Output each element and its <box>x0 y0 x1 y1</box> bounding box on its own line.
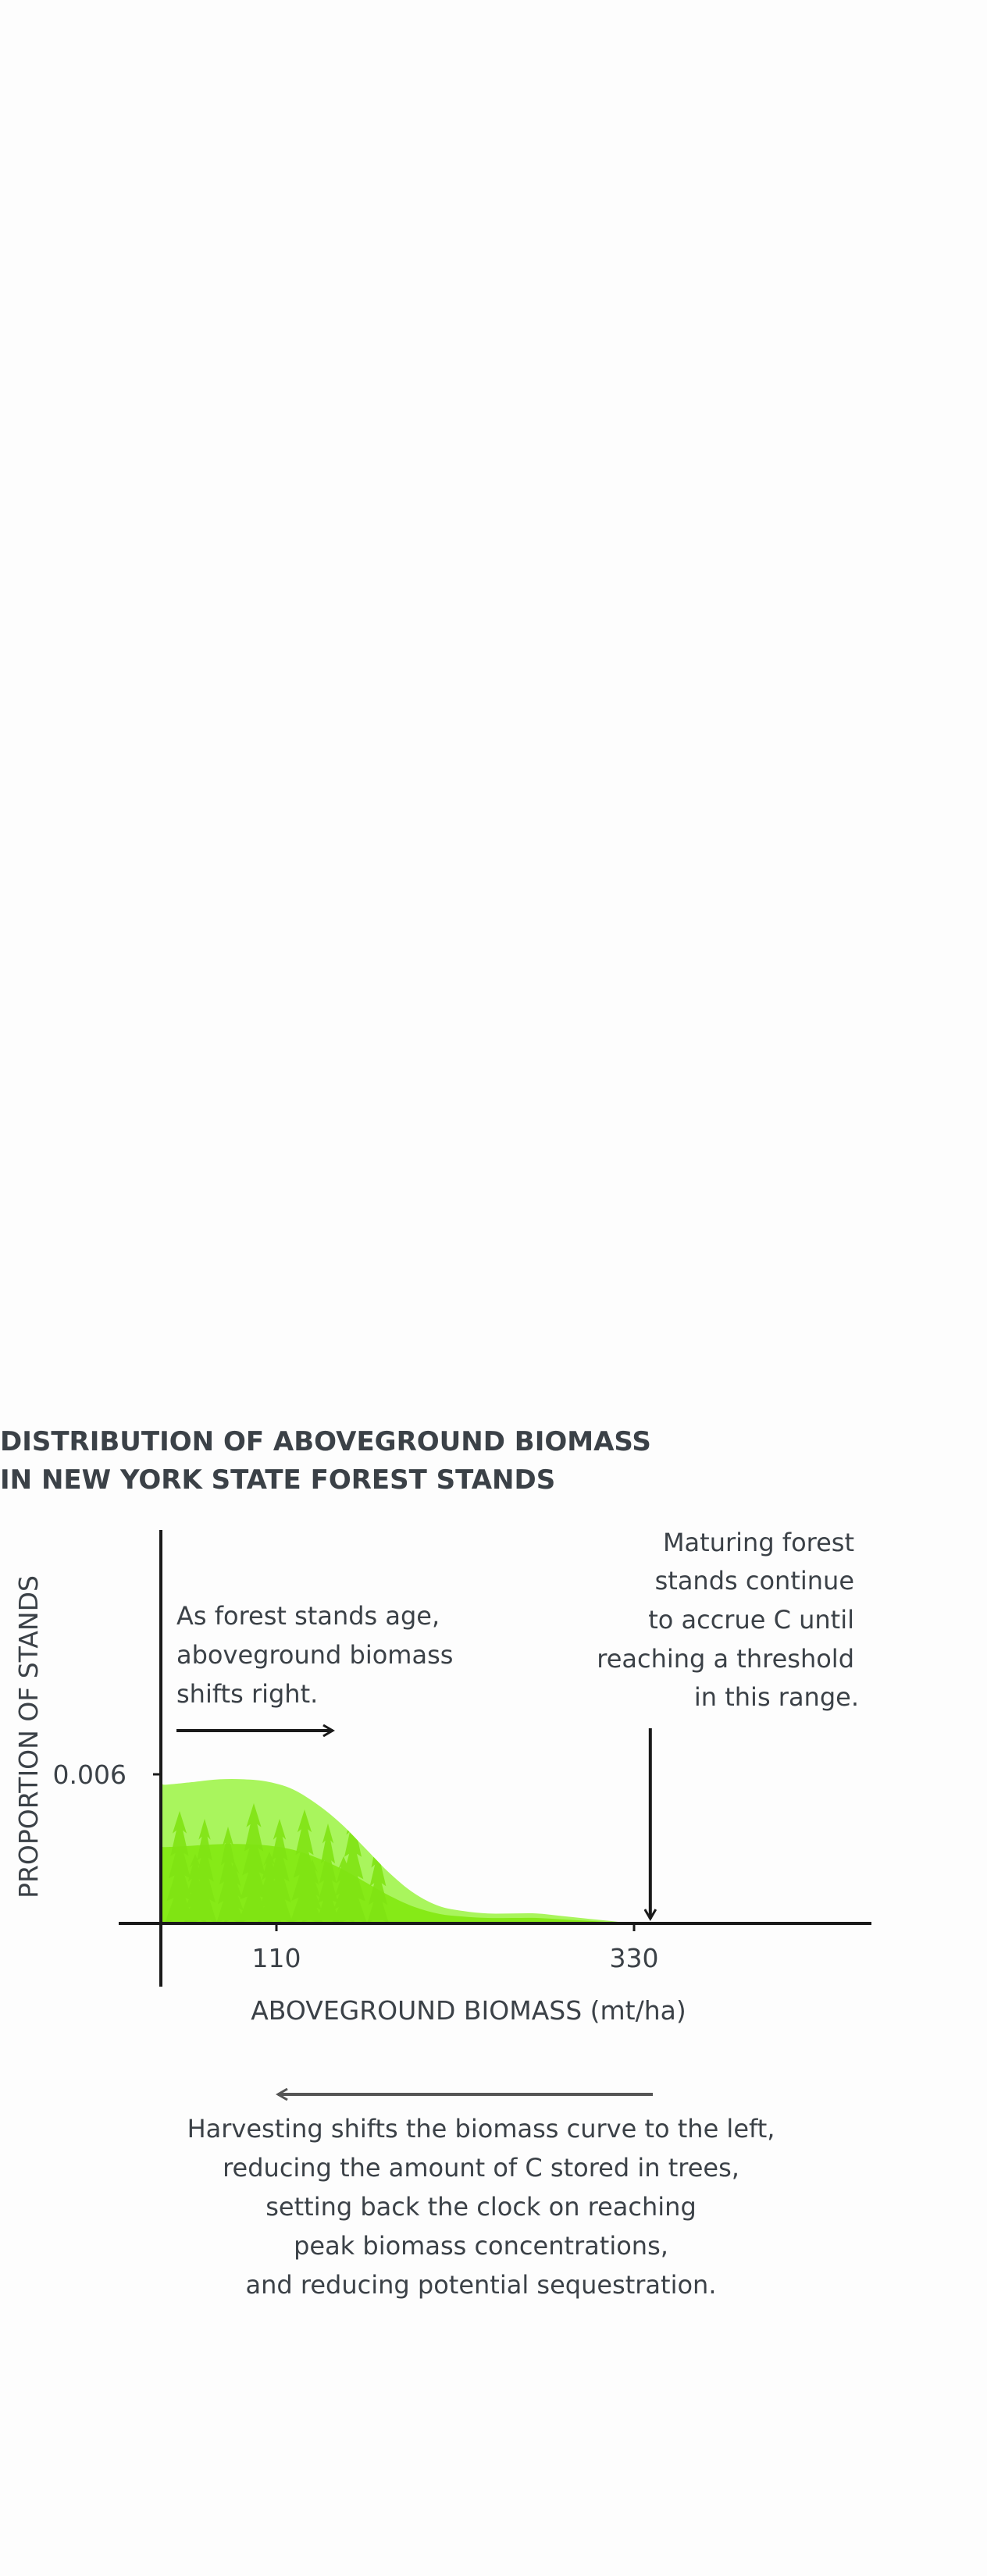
harvest-note-line-1: Harvesting shifts the biomass curve to t… <box>187 2114 775 2144</box>
threshold-note-line-1: Maturing forest <box>663 1528 854 1557</box>
harvest-annotation: Harvesting shifts the biomass curve to t… <box>187 2094 775 2300</box>
harvest-note-line-3: setting back the clock on reaching <box>265 2192 697 2222</box>
age-note-line-2: aboveground biomass <box>176 1640 453 1670</box>
threshold-note-line-2: stands continue <box>655 1566 854 1596</box>
x-tick-label: 330 <box>610 1943 659 1973</box>
age-note-line-3: shifts right. <box>176 1679 318 1709</box>
threshold-note-line-3: to accrue C until <box>648 1605 854 1635</box>
chart-title-line-2: IN NEW YORK STATE FOREST STANDS <box>0 1464 555 1496</box>
harvest-note-line-5: and reducing potential sequestration. <box>246 2270 717 2300</box>
threshold-annotation: Maturing forest stands continue to accru… <box>597 1528 859 1919</box>
harvest-note-line-2: reducing the amount of C stored in trees… <box>223 2153 739 2183</box>
threshold-note-line-5: in this range. <box>694 1682 859 1712</box>
harvest-note-line-4: peak biomass concentrations, <box>294 2231 668 2261</box>
chart-title-line-1: DISTRIBUTION OF ABOVEGROUND BIOMASS <box>0 1426 651 1457</box>
x-axis-label: ABOVEGROUND BIOMASS (mt/ha) <box>251 1995 686 2026</box>
age-note-line-1: As forest stands age, <box>176 1601 440 1631</box>
y-axis-label: PROPORTION OF STANDS <box>13 1575 44 1898</box>
age-annotation: As forest stands age, aboveground biomas… <box>176 1601 453 1731</box>
threshold-note-line-4: reaching a threshold <box>597 1644 854 1674</box>
x-tick-label: 110 <box>252 1943 301 1973</box>
y-tick-label: 0.006 <box>53 1759 126 1790</box>
series-area <box>162 1774 659 1924</box>
tree-silhouette-icon <box>165 1803 389 1923</box>
